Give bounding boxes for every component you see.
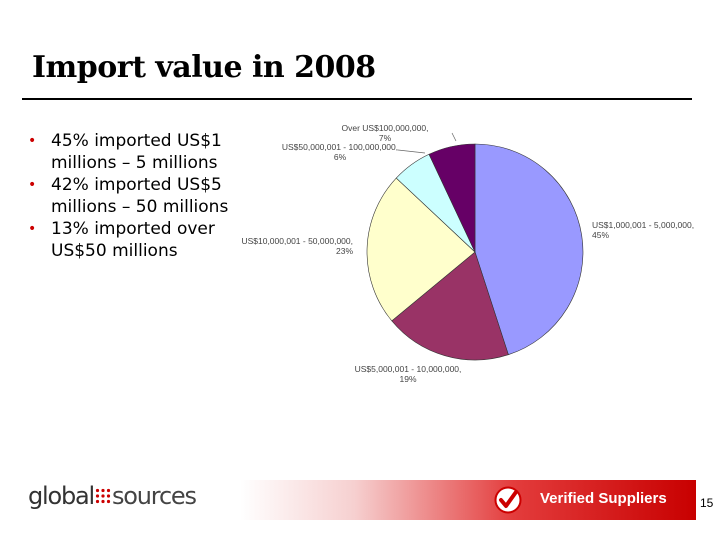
global-sources-logo: global sources bbox=[28, 482, 197, 510]
bullet-dot-icon: • bbox=[28, 177, 37, 193]
bullet-list: • 45% imported US$1 millions – 5 millions… bbox=[28, 130, 253, 262]
pie-slice-label: US$1,000,001 - 5,000,000, 45% bbox=[592, 220, 694, 240]
bullet-text: 13% imported over US$50 millions bbox=[51, 219, 215, 261]
bullet-text: 42% imported US$5 millions – 50 millions bbox=[51, 175, 229, 217]
pie-slice-label: US$10,000,001 - 50,000,000, 23% bbox=[241, 236, 353, 256]
pie-slice-label: US$5,000,001 - 10,000,000, 19% bbox=[355, 364, 462, 384]
logo-text-sources: sources bbox=[112, 482, 197, 510]
footer-bar: global sources Verified Suppliers 15 bbox=[0, 478, 720, 522]
logo-text-global: global bbox=[28, 482, 95, 510]
page-number: 15 bbox=[700, 496, 714, 510]
title-underline bbox=[22, 98, 692, 100]
label-leader-line bbox=[451, 132, 457, 142]
pie-slice bbox=[474, 143, 584, 356]
bullet-item: • 42% imported US$5 millions – 50 million… bbox=[28, 174, 253, 218]
bullet-item: • 45% imported US$1 millions – 5 millions bbox=[28, 130, 253, 174]
pie-slice-label: US$50,000,001 - 100,000,000, 6% bbox=[282, 142, 398, 162]
label-leader-line bbox=[397, 149, 426, 154]
verified-suppliers-label: Verified Suppliers bbox=[540, 490, 667, 507]
verified-suppliers-banner bbox=[240, 480, 696, 520]
pie-slice-label: Over US$100,000,000, 7% bbox=[342, 123, 429, 143]
verified-check-icon bbox=[494, 486, 522, 514]
logo-dots-icon bbox=[95, 488, 111, 504]
pie-slice bbox=[428, 143, 476, 253]
slide-title: Import value in 2008 bbox=[32, 50, 376, 85]
pie-slice bbox=[391, 251, 509, 361]
bullet-dot-icon: • bbox=[28, 133, 37, 149]
bullet-item: • 13% imported over US$50 millions bbox=[28, 218, 253, 262]
bullet-text: 45% imported US$1 millions – 5 millions bbox=[51, 131, 222, 173]
pie-slice bbox=[366, 177, 476, 322]
bullet-dot-icon: • bbox=[28, 221, 37, 237]
